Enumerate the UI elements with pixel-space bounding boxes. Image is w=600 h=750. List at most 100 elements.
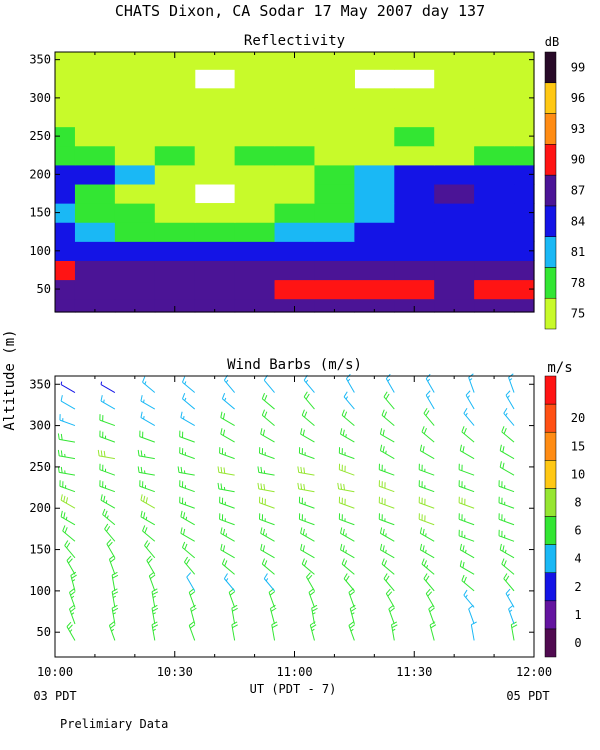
reflectivity-cell: [354, 52, 395, 70]
time-end-note: 05 PDT: [506, 689, 549, 703]
wind-barb-flag: [392, 628, 396, 632]
reflectivity-cell: [394, 222, 435, 242]
reflectivity-cell: [234, 298, 276, 313]
wind-barb-shaft: [186, 576, 196, 592]
wind-barb-flag: [261, 393, 265, 399]
wind-barb-flag: [305, 379, 309, 383]
reflectivity-cell: [234, 222, 276, 242]
reflectivity-cell: [74, 145, 116, 166]
wind-barb-flag: [71, 595, 75, 599]
colorbar-tick-label: 2: [574, 580, 581, 594]
reflectivity-cell: [194, 88, 236, 109]
reflectivity-cell: [74, 164, 116, 185]
wind-barb-flag: [465, 390, 471, 396]
wind-barb-flag: [260, 543, 263, 550]
wind-barb-flag: [270, 604, 276, 609]
reflectivity-cell: [234, 52, 276, 70]
reflectivity-cell: [55, 126, 76, 147]
wind-barb-flag: [147, 558, 153, 564]
wind-barb-flag: [312, 612, 316, 615]
reflectivity-cell: [154, 298, 196, 313]
wind-barb-flag: [260, 483, 263, 490]
wind-barb-flag: [340, 527, 343, 534]
wind-barb-flag: [146, 555, 152, 561]
wind-barb-flag: [349, 604, 356, 609]
wind-barb-flag: [341, 409, 345, 416]
colorbar-swatch: [544, 82, 557, 114]
wind-barb-flag: [505, 575, 510, 582]
wind-barb-flag: [507, 395, 510, 399]
reflectivity-cell: [434, 107, 475, 128]
wind-barb-flag: [71, 612, 75, 615]
reflectivity-cell: [514, 107, 535, 128]
wind-barb-flag: [305, 533, 307, 537]
wind-barb-flag: [342, 528, 345, 535]
wind-barb-flag: [103, 399, 105, 403]
wind-barb-flag: [379, 543, 383, 550]
reflectivity-cell: [55, 279, 76, 300]
wind-barb-flag: [64, 540, 69, 546]
wind-barb-flag: [140, 450, 143, 457]
wind-barb-flag: [220, 411, 223, 418]
reflectivity-cell: [474, 52, 515, 70]
colorbar-tick-label: 75: [571, 307, 585, 321]
panel-title: Wind Barbs (m/s): [227, 357, 362, 373]
wind-barb-flag: [103, 495, 106, 502]
reflectivity-cell: [474, 298, 515, 313]
wind-barb-flag: [272, 624, 278, 629]
reflectivity-cell: [114, 145, 156, 166]
wind-barb-flag: [465, 412, 468, 416]
reflectivity-cell: [154, 69, 196, 89]
wind-barb-flag: [340, 483, 343, 490]
wind-barb-flag: [143, 512, 146, 519]
wind-barb-flag: [421, 426, 425, 433]
wind-barb-flag: [145, 497, 148, 504]
wind-barb-flag: [507, 593, 510, 597]
wind-barb-flag: [347, 378, 351, 382]
wind-barb-flag: [381, 558, 385, 565]
reflectivity-panel: 75 78 81 84 87 90 93 96 99 dB Reflectivity 50 100 150…: [29, 33, 585, 330]
wind-barb-flag: [232, 624, 238, 629]
wind-barb-flag: [343, 411, 348, 418]
reflectivity-cell: [514, 203, 535, 223]
wind-barb-flag: [137, 466, 140, 473]
reflectivity-cell: [434, 69, 475, 89]
wind-barb-flag: [421, 558, 425, 565]
wind-barb-flag: [63, 512, 66, 519]
reflectivity-cell: [474, 183, 515, 204]
reflectivity-cell: [354, 107, 395, 128]
colorbar-tick-label: 93: [571, 122, 585, 136]
reflectivity-cell: [55, 298, 76, 313]
plot-background: [55, 376, 534, 657]
wind-barb-flag: [511, 624, 518, 629]
reflectivity-cell: [194, 145, 236, 166]
y-tick-label: 150: [29, 206, 51, 220]
reflectivity-cell: [434, 88, 475, 109]
reflectivity-cell: [314, 298, 355, 313]
wind-barb-flag: [63, 495, 66, 502]
wind-barb-flag: [306, 572, 311, 578]
wind-barb-flag: [428, 604, 434, 610]
wind-barb-flag: [220, 483, 223, 490]
wind-barb-flag: [69, 604, 75, 610]
wind-barb-flag: [300, 466, 303, 473]
reflectivity-cell: [154, 107, 196, 128]
wind-barb-flag: [109, 555, 115, 560]
wind-barb-shaft: [263, 379, 275, 393]
reflectivity-cell: [194, 126, 236, 147]
reflectivity-cell: [354, 222, 395, 242]
wind-barb-flag: [60, 494, 63, 501]
wind-barb-flag: [103, 450, 106, 457]
wind-barb-flag: [469, 378, 473, 381]
wind-barb-flag: [508, 604, 514, 610]
reflectivity-cell: [234, 164, 276, 185]
reflectivity-cell: [314, 241, 355, 261]
reflectivity-cell: [274, 279, 316, 300]
wind-barb-flag: [66, 555, 72, 561]
colorbar-tick-label: 10: [571, 467, 585, 481]
wind-barb-flag: [349, 624, 355, 629]
reflectivity-cell: [314, 126, 355, 147]
wind-barb-flag: [307, 574, 313, 580]
reflectivity-cell: [234, 279, 276, 300]
colorbar-tick-label: 96: [571, 91, 585, 105]
